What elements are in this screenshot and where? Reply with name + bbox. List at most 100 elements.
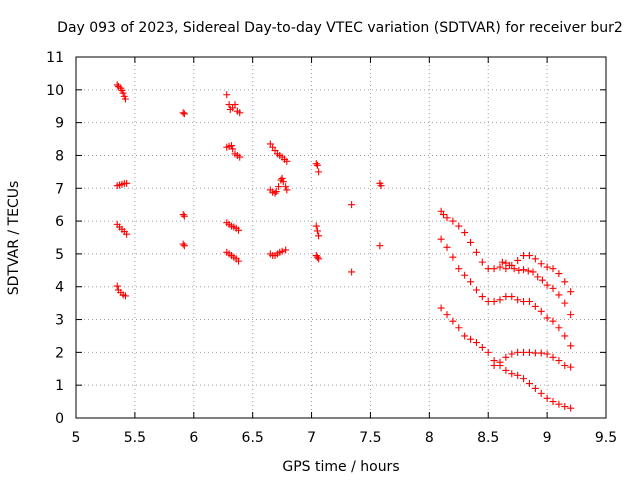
data-point bbox=[272, 188, 280, 196]
data-point bbox=[537, 307, 545, 315]
data-point bbox=[315, 168, 323, 176]
data-point bbox=[478, 258, 486, 266]
data-point bbox=[235, 257, 243, 265]
y-tick-label: 8 bbox=[55, 148, 64, 164]
data-point bbox=[484, 348, 492, 356]
data-point bbox=[449, 317, 457, 325]
data-point bbox=[514, 348, 522, 356]
data-point bbox=[484, 265, 492, 273]
data-point bbox=[455, 222, 463, 230]
data-point bbox=[549, 353, 557, 361]
data-point bbox=[376, 242, 384, 250]
data-point bbox=[515, 266, 523, 274]
data-point bbox=[508, 370, 516, 378]
data-point bbox=[312, 222, 320, 230]
data-point bbox=[502, 259, 510, 267]
data-point bbox=[525, 348, 533, 356]
data-point bbox=[543, 350, 551, 358]
y-tick-label: 6 bbox=[55, 214, 64, 230]
data-point bbox=[520, 297, 528, 305]
data-point bbox=[543, 281, 551, 289]
data-point bbox=[561, 278, 569, 286]
data-point bbox=[490, 361, 498, 369]
data-point bbox=[567, 363, 575, 371]
data-point bbox=[524, 267, 532, 275]
data-point bbox=[179, 211, 187, 219]
data-point bbox=[537, 349, 545, 357]
data-point bbox=[567, 288, 575, 296]
data-point bbox=[449, 253, 457, 261]
data-point bbox=[567, 404, 575, 412]
data-point bbox=[567, 342, 575, 350]
data-point bbox=[449, 217, 457, 225]
data-point bbox=[537, 389, 545, 397]
data-point bbox=[543, 314, 551, 322]
data-point bbox=[525, 380, 533, 388]
data-point bbox=[531, 255, 539, 263]
data-point bbox=[279, 178, 287, 186]
data-point bbox=[520, 252, 528, 260]
data-point bbox=[439, 211, 447, 219]
data-point bbox=[561, 361, 569, 369]
data-points bbox=[113, 81, 575, 412]
data-point bbox=[531, 384, 539, 392]
y-tick-label: 2 bbox=[55, 345, 64, 361]
x-tick-label: 7 bbox=[307, 430, 316, 446]
axis-ticks bbox=[75, 56, 607, 419]
x-tick-label: 8.5 bbox=[477, 430, 499, 446]
x-axis-label: GPS time / hours bbox=[282, 459, 399, 475]
data-point bbox=[455, 324, 463, 332]
data-point bbox=[496, 263, 504, 271]
data-point bbox=[229, 145, 237, 153]
y-axis-label: SDTVAR / TECUs bbox=[6, 181, 22, 296]
data-point bbox=[223, 91, 231, 99]
data-point bbox=[502, 366, 510, 374]
data-point bbox=[236, 109, 244, 117]
data-point bbox=[278, 247, 286, 255]
y-tick-label: 5 bbox=[55, 247, 64, 263]
data-point bbox=[561, 403, 569, 411]
x-tick-label: 5.5 bbox=[124, 430, 146, 446]
data-point bbox=[282, 183, 290, 191]
data-point bbox=[123, 179, 131, 187]
data-point bbox=[537, 260, 545, 268]
data-point bbox=[502, 293, 510, 301]
data-point bbox=[315, 255, 323, 263]
data-point bbox=[472, 248, 480, 256]
data-point bbox=[531, 349, 539, 357]
y-tick-label: 7 bbox=[55, 181, 64, 197]
data-point bbox=[531, 302, 539, 310]
data-point bbox=[113, 81, 121, 89]
data-point bbox=[502, 353, 510, 361]
data-point bbox=[312, 160, 320, 168]
data-point bbox=[508, 293, 516, 301]
data-point bbox=[510, 265, 518, 273]
data-point bbox=[315, 232, 323, 240]
data-point bbox=[505, 261, 513, 269]
data-point bbox=[467, 278, 475, 286]
data-point bbox=[461, 229, 469, 237]
data-point bbox=[231, 101, 239, 109]
data-point bbox=[543, 394, 551, 402]
data-point bbox=[555, 357, 563, 365]
data-point bbox=[514, 296, 522, 304]
chart-title: Day 093 of 2023, Sidereal Day-to-day VTE… bbox=[57, 20, 623, 36]
plot-frame bbox=[75, 56, 607, 419]
data-point bbox=[549, 317, 557, 325]
data-point bbox=[555, 270, 563, 278]
y-tick-label: 11 bbox=[46, 50, 64, 66]
data-point bbox=[180, 212, 188, 220]
data-point bbox=[121, 292, 129, 300]
data-point bbox=[543, 263, 551, 271]
data-point bbox=[555, 400, 563, 408]
data-point bbox=[283, 186, 291, 194]
data-point bbox=[179, 240, 187, 248]
data-point bbox=[313, 227, 321, 235]
y-tick-label: 0 bbox=[55, 411, 64, 427]
data-point bbox=[484, 297, 492, 305]
data-point bbox=[478, 343, 486, 351]
data-point bbox=[461, 271, 469, 279]
data-point bbox=[490, 297, 498, 305]
